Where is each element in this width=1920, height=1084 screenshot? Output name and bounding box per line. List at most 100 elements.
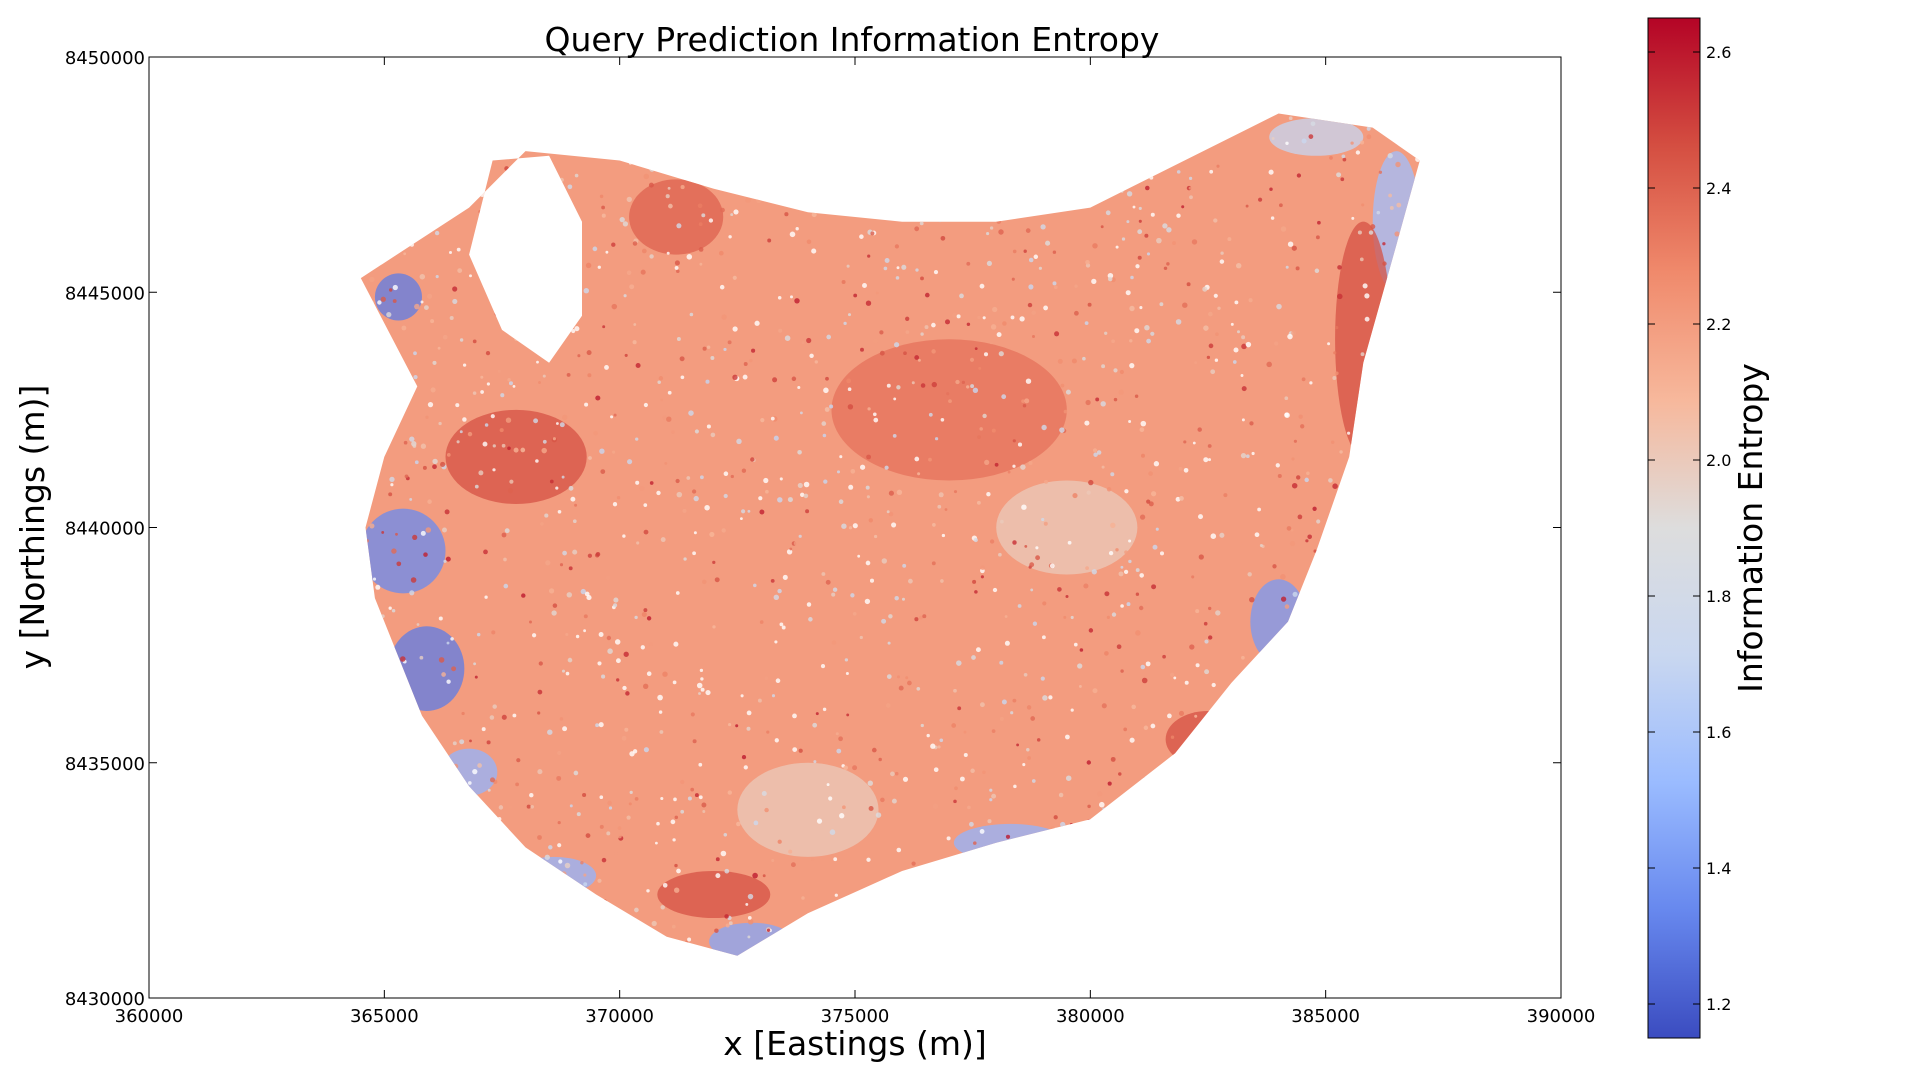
- scatter-point: [865, 300, 872, 306]
- scatter-point: [893, 397, 897, 401]
- scatter-point: [1107, 781, 1112, 786]
- scatter-point: [894, 595, 899, 601]
- scatter-point: [1535, 232, 1541, 238]
- scatter-point: [1086, 490, 1091, 495]
- scatter-point: [476, 632, 481, 637]
- scatter-point: [1169, 132, 1174, 137]
- scatter-point: [1104, 331, 1108, 335]
- scatter-point: [180, 524, 184, 528]
- scatter-point: [1111, 612, 1117, 617]
- scatter-point: [1447, 257, 1451, 261]
- scatter-point: [187, 61, 192, 66]
- scatter-point: [1309, 778, 1316, 784]
- scatter-point: [658, 376, 664, 381]
- scatter-point: [806, 239, 812, 245]
- scatter-point: [1402, 308, 1408, 314]
- scatter-point: [1458, 969, 1463, 974]
- scatter-point: [1058, 188, 1064, 194]
- scatter-point: [860, 86, 863, 89]
- scatter-point: [1227, 237, 1232, 242]
- scatter-point: [336, 486, 341, 491]
- scatter-point: [242, 285, 246, 289]
- scatter-point: [1225, 710, 1229, 714]
- scatter-point: [924, 325, 929, 330]
- scatter-point: [1301, 138, 1307, 144]
- scatter-point: [969, 102, 972, 105]
- scatter-point: [369, 939, 373, 943]
- scatter-point: [1145, 185, 1150, 191]
- scatter-point: [1498, 232, 1502, 236]
- scatter-point: [1227, 741, 1233, 746]
- scatter-point: [1347, 431, 1351, 435]
- scatter-point: [302, 910, 305, 913]
- scatter-point: [957, 706, 962, 711]
- scatter-point: [149, 57, 153, 61]
- scatter-point: [559, 563, 564, 567]
- scatter-point: [1205, 913, 1210, 918]
- scatter-point: [308, 877, 311, 880]
- scatter-point: [1367, 903, 1372, 908]
- scatter-point: [1245, 341, 1252, 348]
- scatter-point: [982, 413, 987, 419]
- scatter-point: [701, 802, 707, 808]
- scatter-point: [1476, 487, 1481, 492]
- scatter-point: [1462, 295, 1465, 298]
- scatter-point: [635, 480, 640, 485]
- scatter-point: [850, 468, 856, 474]
- scatter-point: [471, 830, 477, 836]
- scatter-point: [774, 640, 778, 644]
- scatter-point: [170, 178, 175, 183]
- scatter-point: [721, 173, 727, 180]
- scatter-point: [580, 588, 587, 595]
- scatter-point: [538, 661, 543, 666]
- scatter-point: [1544, 193, 1547, 196]
- scatter-point: [483, 549, 488, 555]
- scatter-point: [363, 59, 367, 63]
- scatter-point: [1540, 178, 1545, 183]
- scatter-point: [671, 430, 675, 435]
- scatter-point: [752, 872, 758, 879]
- scatter-point: [1028, 284, 1034, 290]
- scatter-point: [365, 153, 370, 159]
- scatter-point: [635, 363, 641, 368]
- scatter-point: [1330, 440, 1335, 445]
- scatter-point: [1323, 550, 1328, 555]
- scatter-point: [275, 132, 280, 137]
- scatter-point: [290, 797, 294, 801]
- scatter-point: [1454, 518, 1457, 521]
- scatter-point: [1353, 845, 1358, 851]
- scatter-point: [676, 491, 683, 498]
- scatter-point: [158, 823, 162, 827]
- scatter-point: [1397, 538, 1402, 543]
- scatter-point: [267, 953, 270, 956]
- scatter-point: [340, 603, 345, 608]
- scatter-point: [1370, 224, 1376, 230]
- scatter-point: [1268, 169, 1274, 175]
- scatter-point: [202, 576, 207, 581]
- scatter-point: [342, 933, 346, 937]
- scatter-point: [898, 685, 904, 691]
- scatter-point: [792, 60, 796, 64]
- scatter-point: [149, 849, 153, 853]
- scatter-point: [172, 461, 176, 465]
- scatter-point: [592, 246, 598, 252]
- scatter-point: [505, 417, 512, 423]
- scatter-point: [1101, 465, 1105, 469]
- scatter-point: [1129, 339, 1133, 343]
- scatter-point: [188, 918, 192, 922]
- scatter-point: [1172, 241, 1176, 246]
- scatter-point: [1472, 459, 1475, 462]
- scatter-point: [1152, 544, 1158, 550]
- scatter-point: [272, 648, 276, 652]
- scatter-point: [1483, 643, 1487, 647]
- scatter-point: [1549, 762, 1553, 766]
- scatter-point: [286, 522, 290, 526]
- scatter-point: [1550, 632, 1553, 635]
- scatter-point: [1008, 956, 1013, 961]
- scatter-point: [643, 402, 648, 408]
- scatter-point: [379, 166, 385, 172]
- scatter-point: [1478, 586, 1483, 591]
- scatter-point: [1533, 156, 1538, 161]
- scatter-point: [423, 902, 427, 906]
- scatter-point: [1380, 741, 1385, 746]
